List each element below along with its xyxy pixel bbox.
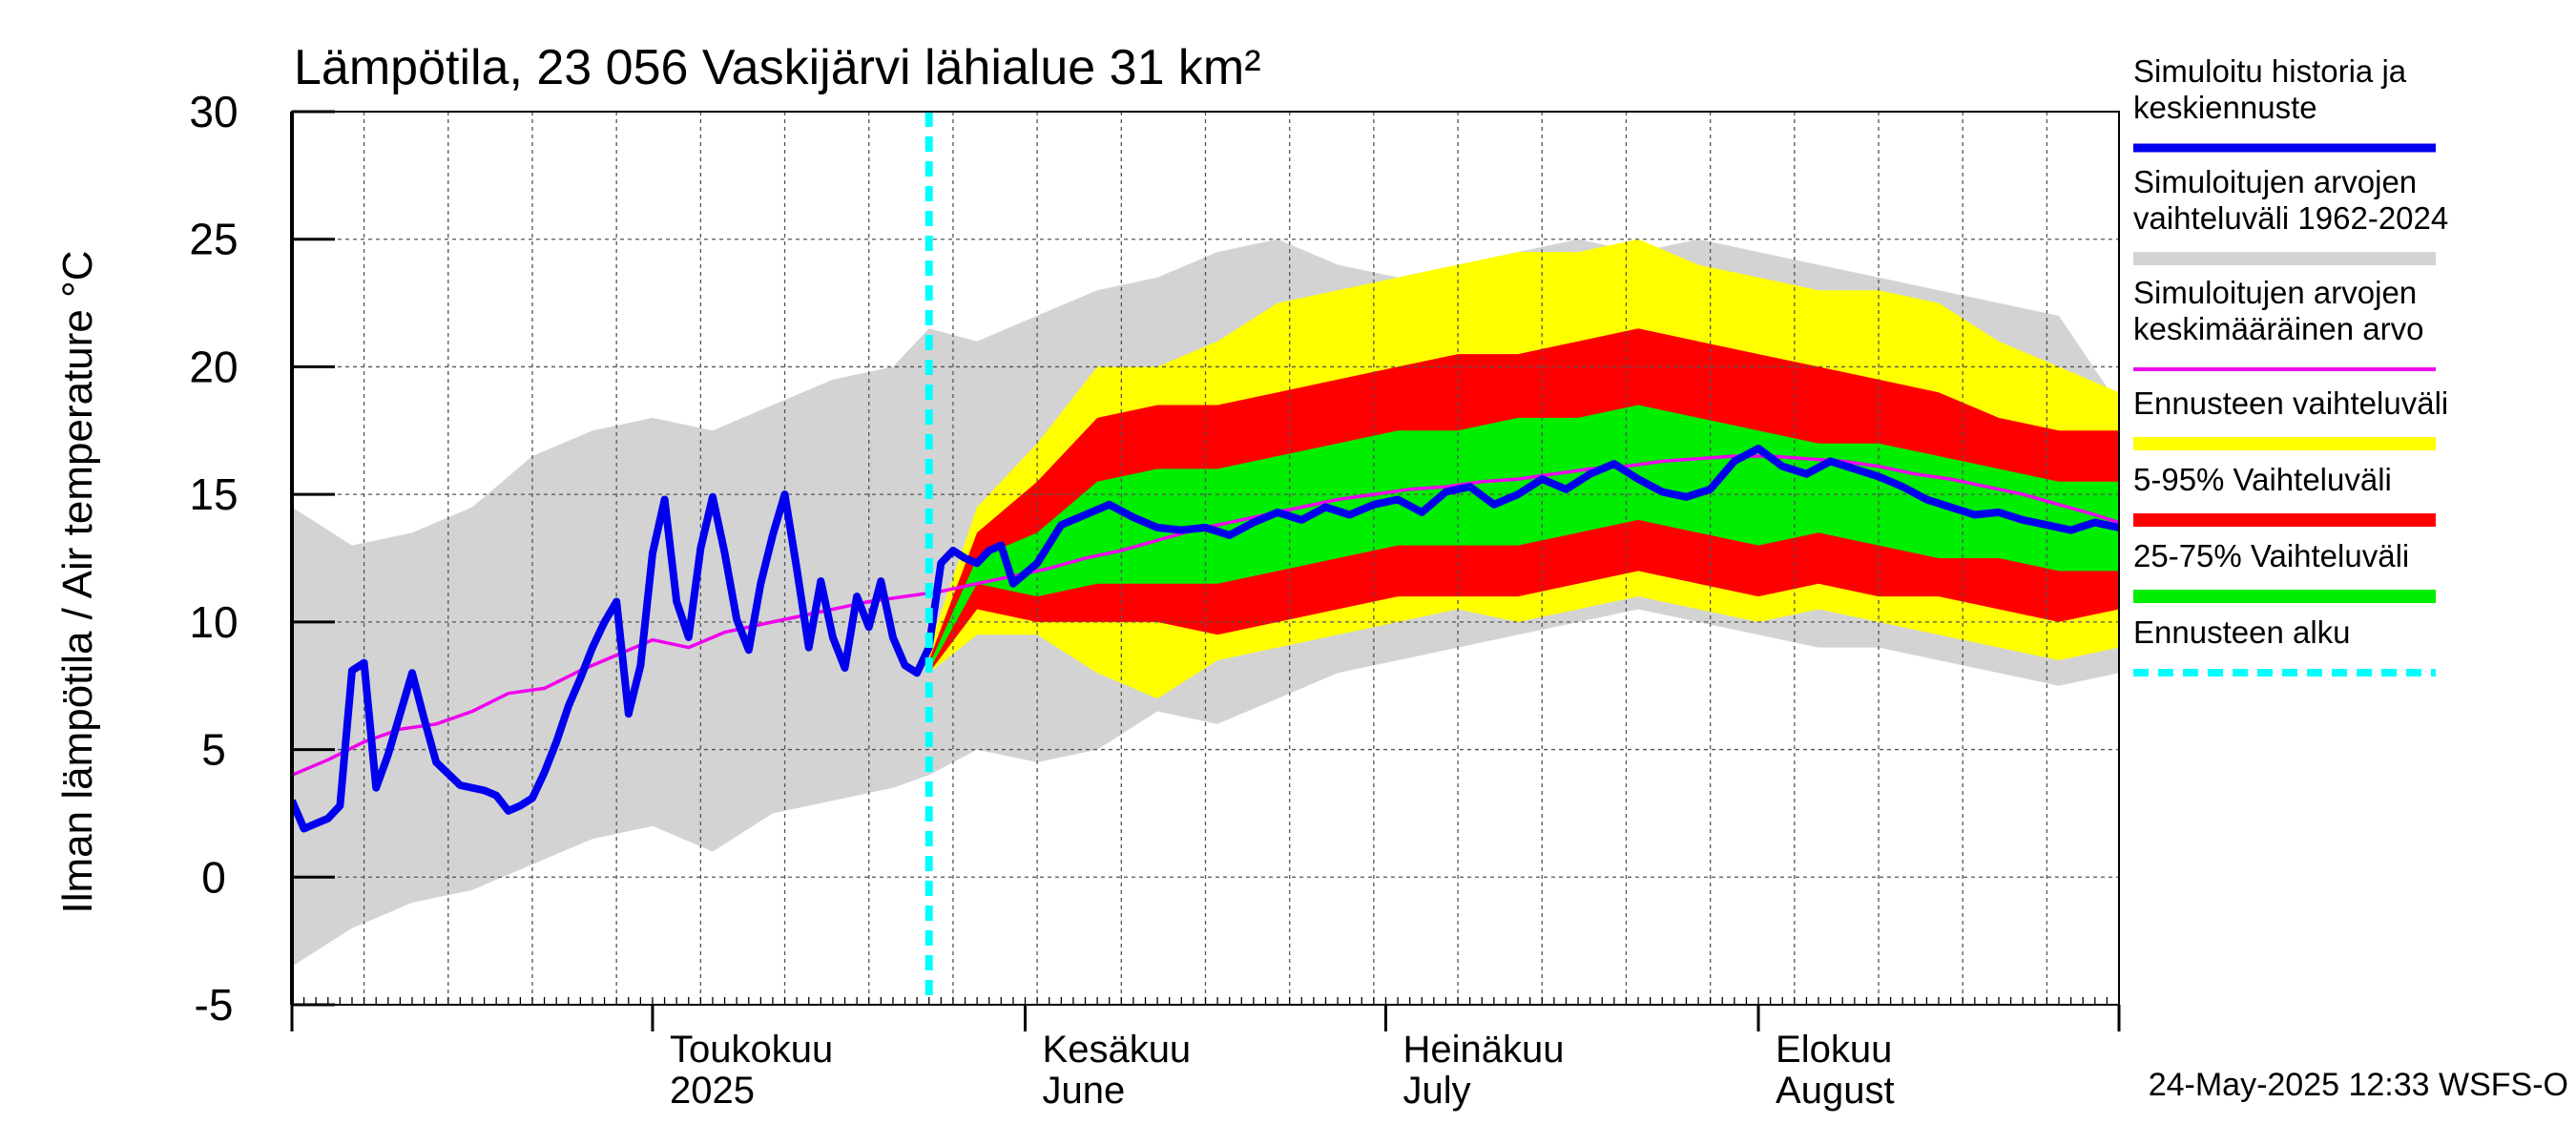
y-tick-label: 30 [189, 87, 238, 136]
legend-label: Ennusteen vaihteluväli [2133, 385, 2448, 421]
y-tick-label: 20 [189, 342, 238, 391]
y-tick-label: 0 [201, 852, 226, 902]
x-month-label-secondary: June [1043, 1070, 1126, 1112]
grid-layer [292, 112, 2119, 1005]
legend-label: Simuloitujen arvojen [2133, 164, 2417, 199]
x-month-label: Toukokuu [670, 1029, 833, 1071]
y-tick-label: 15 [189, 469, 238, 519]
series-lines-layer [292, 112, 2119, 1005]
legend-label: vaihteluväli 1962-2024 [2133, 200, 2448, 236]
y-axis-label: Ilman lämpötila / Air temperature °C [54, 251, 101, 914]
legend-label: 5-95% Vaihteluväli [2133, 462, 2392, 497]
simulated-mean-line [292, 445, 2119, 833]
legend-label: Ennusteen alku [2133, 614, 2351, 650]
legend-label: Simuloitujen arvojen [2133, 275, 2417, 310]
y-tick-label: 25 [189, 215, 238, 264]
axes-layer: -5051015202530Toukokuu2025KesäkuuJuneHei… [189, 87, 2121, 1112]
x-month-label-secondary: July [1402, 1070, 1470, 1112]
timestamp-label: 24-May-2025 12:33 WSFS-O [2149, 1067, 2568, 1103]
y-tick-label: 5 [201, 725, 226, 775]
legend-label: Simuloitu historia ja [2133, 53, 2407, 89]
y-tick-label: 10 [189, 597, 238, 647]
y-tick-label: -5 [195, 980, 234, 1030]
legend-label: keskiennuste [2133, 90, 2317, 125]
legend-label: 25-75% Vaihteluväli [2133, 538, 2409, 573]
percentile-25-75-band [928, 405, 2119, 671]
x-month-label-secondary: August [1776, 1070, 1895, 1112]
chart-title: Lämpötila, 23 056 Vaskijärvi lähialue 31… [294, 40, 1261, 95]
x-month-label-secondary: 2025 [670, 1070, 755, 1112]
percentile-25-75-band-layer [928, 405, 2119, 671]
x-month-label: Kesäkuu [1043, 1029, 1192, 1071]
legend-label: keskimääräinen arvo [2133, 311, 2423, 346]
plot-area [292, 112, 2119, 1005]
x-month-label: Heinäkuu [1402, 1029, 1564, 1071]
x-month-label: Elokuu [1776, 1029, 1892, 1071]
